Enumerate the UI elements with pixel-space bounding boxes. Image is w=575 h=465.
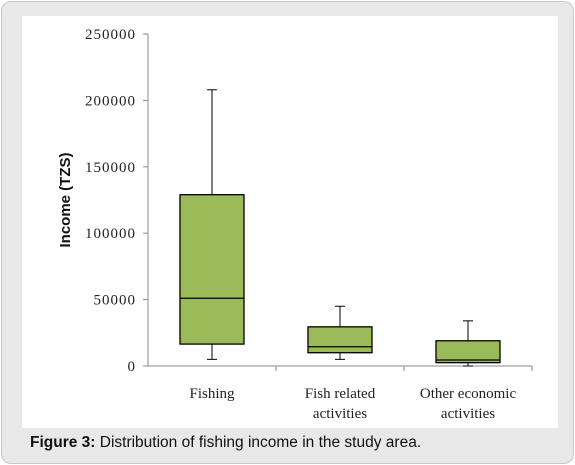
iqr-box (435, 340, 501, 364)
box-plot-chart: 0 50000 100000 150000 200000 250000 Income (TZ… (57, 27, 533, 422)
y-tick-label: 200000 (85, 93, 136, 109)
x-category-label: activities (441, 406, 495, 422)
y-tick-label: 150000 (85, 160, 136, 176)
x-category-label: activities (313, 406, 367, 422)
figure-caption: Figure 3: Distribution of fishing income… (30, 434, 421, 452)
caption-text: Distribution of fishing income in the st… (95, 434, 422, 451)
iqr-box (307, 326, 373, 354)
y-tick-label: 0 (128, 359, 137, 375)
iqr-box (179, 194, 245, 345)
x-category-label: Other economic (420, 386, 517, 402)
x-category-label: Fishing (189, 386, 235, 402)
plot-panel: 0 50000 100000 150000 200000 250000 Income (TZ… (22, 16, 558, 428)
caption-label: Figure 3: (30, 434, 96, 451)
x-category-label: Fish related (305, 386, 376, 402)
y-tick-label: 50000 (94, 293, 137, 309)
y-tick-label: 100000 (85, 226, 136, 242)
y-axis-title: Income (TZS) (57, 152, 74, 247)
y-tick-label: 250000 (85, 27, 136, 43)
